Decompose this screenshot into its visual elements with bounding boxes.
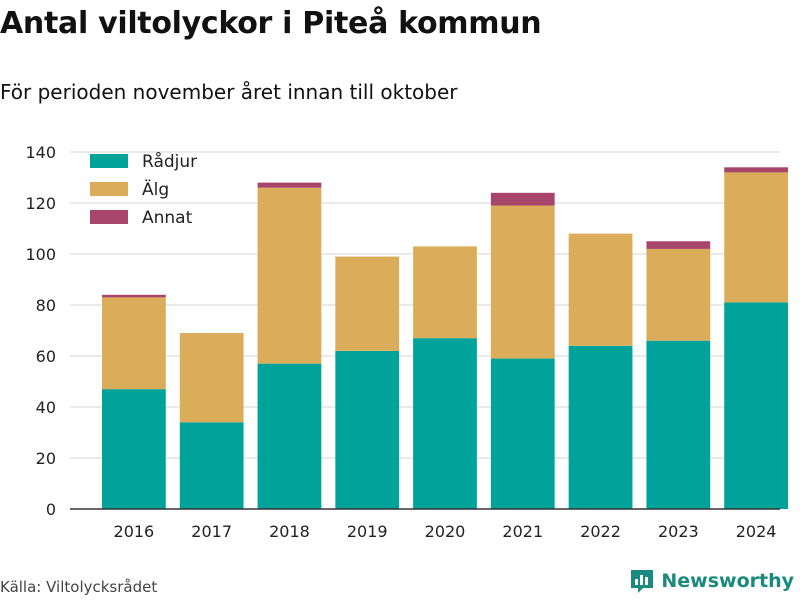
x-tick-label: 2016 bbox=[114, 522, 155, 541]
bar-älg-2023 bbox=[646, 248, 711, 341]
stacked-bar-chart: 0 20 40 60 80 100 120 140 2016 2017 2018 2019 2020 20… bbox=[25, 143, 788, 541]
bar-älg-2018 bbox=[257, 187, 322, 364]
x-tick-label: 2021 bbox=[502, 522, 543, 541]
source-note: Källa: Viltolycksrådet bbox=[0, 578, 158, 596]
bar-rådjur-2024 bbox=[724, 302, 788, 509]
bar-älg-2017 bbox=[179, 333, 244, 423]
newsworthy-logo: Newsworthy bbox=[629, 568, 794, 594]
legend-swatch-annat bbox=[90, 210, 128, 224]
y-tick-label: 60 bbox=[36, 347, 56, 366]
bar-annat-2023 bbox=[646, 241, 711, 249]
bar-rådjur-2017 bbox=[179, 422, 244, 509]
bar-älg-2019 bbox=[335, 256, 400, 351]
bar-rådjur-2020 bbox=[413, 338, 477, 509]
chart-title: Antal viltolyckor i Piteå kommun bbox=[0, 6, 542, 41]
y-tick-label: 100 bbox=[25, 245, 56, 264]
bar-rådjur-2023 bbox=[646, 340, 711, 509]
bar-älg-2020 bbox=[413, 246, 477, 339]
bar-älg-2022 bbox=[568, 233, 633, 346]
bar-rådjur-2021 bbox=[490, 358, 555, 509]
legend-swatch-älg bbox=[90, 182, 128, 196]
y-tick-label: 80 bbox=[36, 296, 56, 315]
bar-annat-2021 bbox=[490, 192, 555, 206]
bar-annat-2016 bbox=[102, 294, 166, 298]
x-tick-label: 2018 bbox=[269, 522, 310, 541]
legend-swatch-rådjur bbox=[90, 154, 128, 168]
legend-label: Älg bbox=[142, 179, 169, 200]
x-tick-label: 2024 bbox=[736, 522, 777, 541]
legend: Rådjur Älg Annat bbox=[90, 151, 197, 228]
axes: 0 20 40 60 80 100 120 140 2016 2017 2018 2019 2020 20… bbox=[25, 143, 780, 541]
y-tick-label: 0 bbox=[46, 500, 56, 519]
bar-älg-2021 bbox=[490, 205, 555, 359]
bar-rådjur-2016 bbox=[102, 389, 166, 509]
bars bbox=[102, 167, 788, 509]
y-tick-label: 20 bbox=[36, 449, 56, 468]
bar-chart-logo-icon bbox=[631, 570, 654, 593]
y-tick-label: 140 bbox=[25, 143, 56, 162]
y-tick-label: 40 bbox=[36, 398, 56, 417]
x-tick-label: 2022 bbox=[580, 522, 621, 541]
bar-rådjur-2019 bbox=[335, 350, 400, 509]
bar-älg-2016 bbox=[102, 297, 166, 390]
bar-rådjur-2022 bbox=[568, 345, 633, 509]
brand-name: Newsworthy bbox=[661, 570, 794, 592]
x-tick-label: 2023 bbox=[658, 522, 699, 541]
x-tick-label: 2017 bbox=[191, 522, 232, 541]
bar-rådjur-2018 bbox=[257, 363, 322, 509]
bar-annat-2018 bbox=[257, 182, 322, 188]
chart-subtitle: För perioden november året innan till ok… bbox=[0, 80, 458, 104]
x-tick-label: 2020 bbox=[425, 522, 466, 541]
x-tick-label: 2019 bbox=[347, 522, 388, 541]
legend-label: Rådjur bbox=[142, 151, 197, 172]
y-tick-label: 120 bbox=[25, 194, 56, 213]
legend-label: Annat bbox=[142, 208, 193, 228]
bar-älg-2024 bbox=[724, 172, 788, 303]
bar-annat-2024 bbox=[724, 167, 788, 173]
